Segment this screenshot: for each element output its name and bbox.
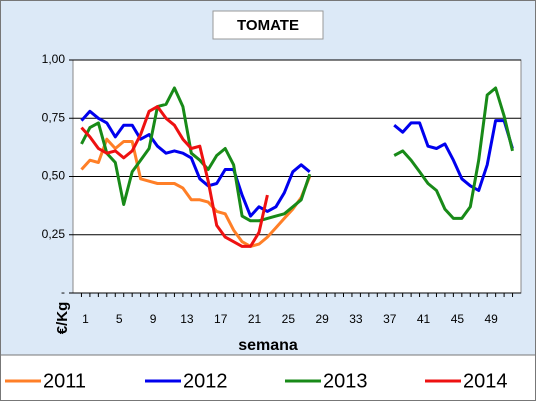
title-box <box>212 10 324 40</box>
y-tick-label: - <box>61 285 65 299</box>
x-tick-label: 29 <box>315 312 329 326</box>
x-tick-label: 41 <box>417 312 431 326</box>
y-axis-label: €/Kg <box>54 302 71 335</box>
y-tick-label: 0,75 <box>42 110 66 124</box>
series-line <box>80 137 312 248</box>
x-tick-label: 13 <box>180 312 194 326</box>
series-line <box>80 86 514 223</box>
legend-box <box>0 354 536 401</box>
x-tick-label: 17 <box>214 312 228 326</box>
x-tick-label: 5 <box>116 312 123 326</box>
legend-label: 2013 <box>323 370 368 392</box>
x-tick-label: 49 <box>485 312 499 326</box>
x-tick-label: 25 <box>282 312 296 326</box>
series-line <box>80 109 514 218</box>
x-tick-label: 9 <box>150 312 157 326</box>
chart-title: TOMATE <box>237 17 299 34</box>
x-tick-label: 45 <box>451 312 465 326</box>
series-line <box>80 105 269 248</box>
legend-label: 2012 <box>183 370 228 392</box>
y-tick-label: 1,00 <box>42 52 66 66</box>
x-tick-label: 1 <box>82 312 89 326</box>
x-tick-label: 37 <box>383 312 397 326</box>
y-tick-label: 0,50 <box>42 169 66 183</box>
x-tick-label: 21 <box>248 312 262 326</box>
y-tick-label: 0,25 <box>42 227 66 241</box>
legend-label: 2014 <box>463 370 508 392</box>
x-axis-label: semana <box>238 337 298 354</box>
legend-label: 2011 <box>43 370 86 392</box>
x-tick-label: 33 <box>349 312 363 326</box>
